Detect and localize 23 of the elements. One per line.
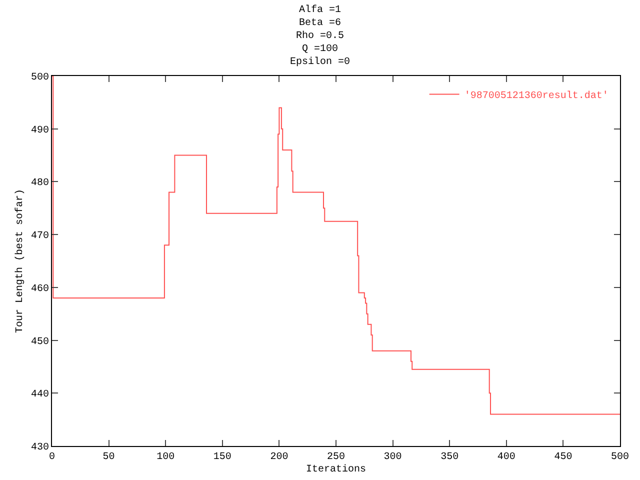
legend-label: '987005121360result.dat' — [464, 90, 608, 102]
x-tick-label: 500 — [610, 452, 630, 463]
y-tick-label: 500 — [30, 72, 49, 84]
y-tick-label: 440 — [30, 390, 49, 401]
x-tick-label: 150 — [213, 452, 232, 463]
x-tick-label: 400 — [497, 452, 516, 463]
chart-title: Alfa =1 Beta =6 Rho =0.5 Q =100 Epsilon =0 — [290, 4, 350, 68]
x-tick-label: 50 — [102, 452, 115, 463]
y-tick-label: 490 — [30, 125, 49, 136]
x-axis-title: Iterations — [306, 464, 366, 476]
y-tick-label: 470 — [30, 231, 49, 242]
x-tick-label: 0 — [48, 452, 56, 463]
y-tick-label: 450 — [30, 336, 49, 348]
x-tick-label: 300 — [384, 452, 402, 463]
x-tick-label: 450 — [554, 452, 572, 463]
y-tick-label: 460 — [30, 284, 49, 295]
x-tick-label: 100 — [156, 452, 175, 463]
x-tick-label: 350 — [440, 452, 459, 463]
x-tick-label: 250 — [326, 452, 346, 463]
y-axis-title: Tour Length (best sofar) — [14, 188, 26, 334]
y-tick-label: 480 — [30, 178, 49, 190]
y-tick-label: 430 — [30, 442, 49, 454]
x-tick-label: 200 — [270, 452, 288, 463]
